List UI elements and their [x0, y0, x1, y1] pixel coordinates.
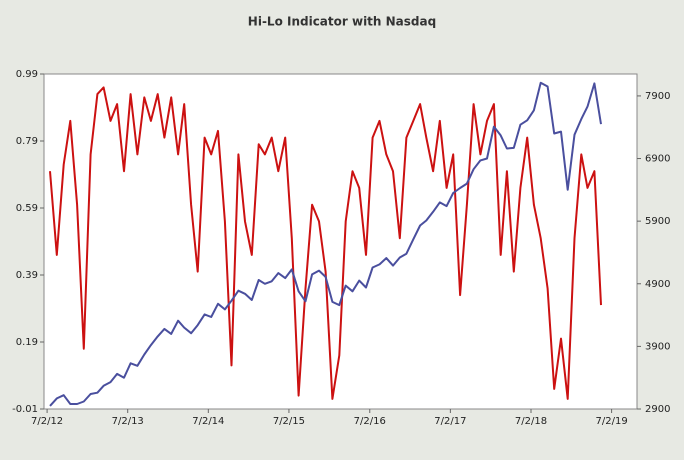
x-tick-label: 7/2/15: [273, 416, 305, 427]
y2-tick-label: 6900: [645, 154, 670, 165]
y2-tick-label: 4900: [645, 279, 670, 290]
y2-tick-label: 3900: [645, 341, 670, 352]
y2-tick-label: 5900: [645, 216, 670, 227]
y-tick-label: 0.99: [16, 69, 38, 80]
x-tick-label: 7/2/13: [112, 416, 144, 427]
y2-tick-label: 7900: [645, 91, 670, 102]
series-line: [49, 86, 602, 400]
x-tick-label: 7/2/12: [31, 416, 63, 427]
y-tick-label: 0.79: [16, 136, 38, 147]
x-tick-label: 7/2/16: [354, 416, 386, 427]
x-tick-label: 7/2/14: [192, 416, 224, 427]
x-tick-label: 7/2/18: [515, 416, 547, 427]
y-tick-label: 0.19: [16, 337, 38, 348]
y-tick-label: 0.59: [16, 203, 38, 214]
plot-area: [43, 73, 638, 410]
chart-title: Hi-Lo Indicator with Nasdaq: [248, 15, 436, 29]
y-tick-label: -0.01: [12, 404, 38, 415]
x-tick-label: 7/2/19: [596, 416, 628, 427]
series-line: [49, 81, 602, 407]
y-tick-label: 0.39: [16, 270, 38, 281]
y2-tick-label: 2900: [645, 404, 670, 415]
x-tick-label: 7/2/17: [434, 416, 466, 427]
